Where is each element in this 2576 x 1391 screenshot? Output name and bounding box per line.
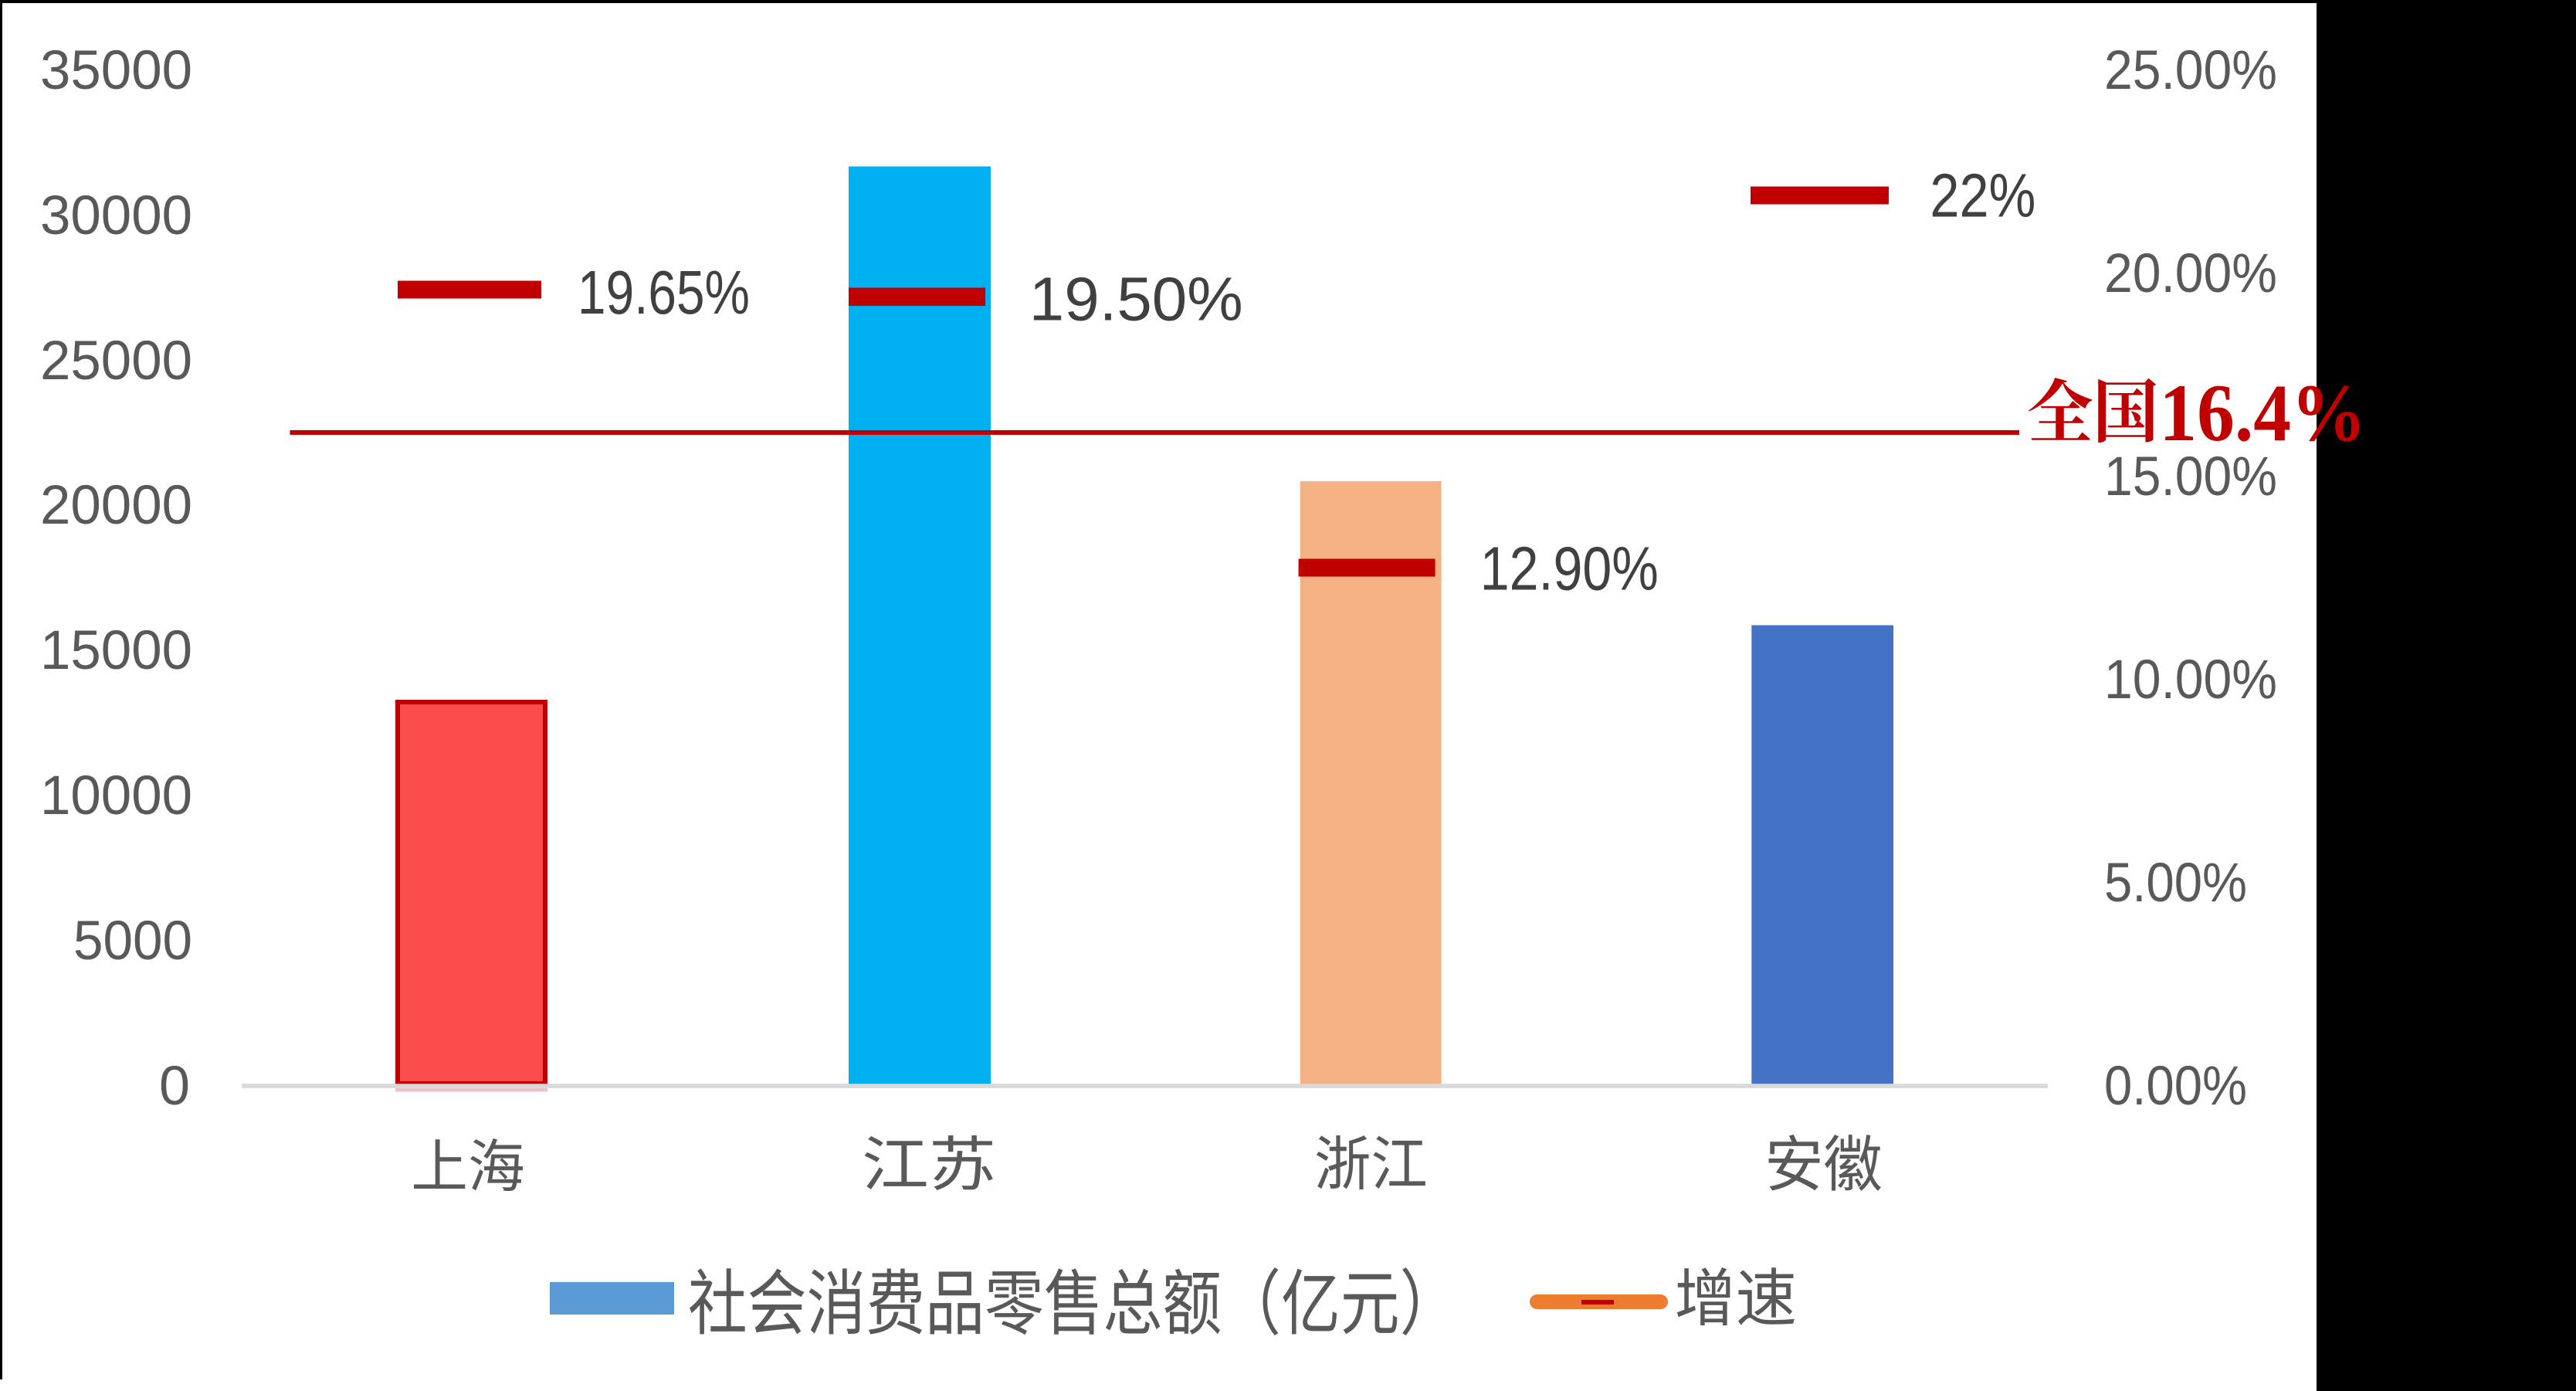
svg-text:15.00%: 15.00% [2104,446,2277,507]
svg-text:25000: 25000 [40,331,192,392]
svg-text:30000: 30000 [40,185,192,246]
svg-text:10.00%: 10.00% [2104,650,2277,711]
svg-text:5000: 5000 [73,911,192,972]
svg-text:25.00%: 25.00% [2104,40,2277,101]
svg-text:20000: 20000 [40,475,192,536]
svg-text:5.00%: 5.00% [2104,853,2247,914]
svg-text:10000: 10000 [40,765,192,826]
svg-text:19.65%: 19.65% [578,258,750,327]
svg-text:15000: 15000 [40,620,192,681]
svg-text:35000: 35000 [40,40,192,101]
svg-text:20.00%: 20.00% [2104,243,2277,304]
svg-text:19.50%: 19.50% [1029,265,1243,334]
svg-text:0.00%: 0.00% [2104,1056,2247,1117]
svg-text:22%: 22% [1930,161,2035,229]
svg-text:0: 0 [159,1056,190,1117]
svg-text:16.4%: 16.4% [2159,368,2366,458]
svg-text:12.90%: 12.90% [1480,534,1659,602]
